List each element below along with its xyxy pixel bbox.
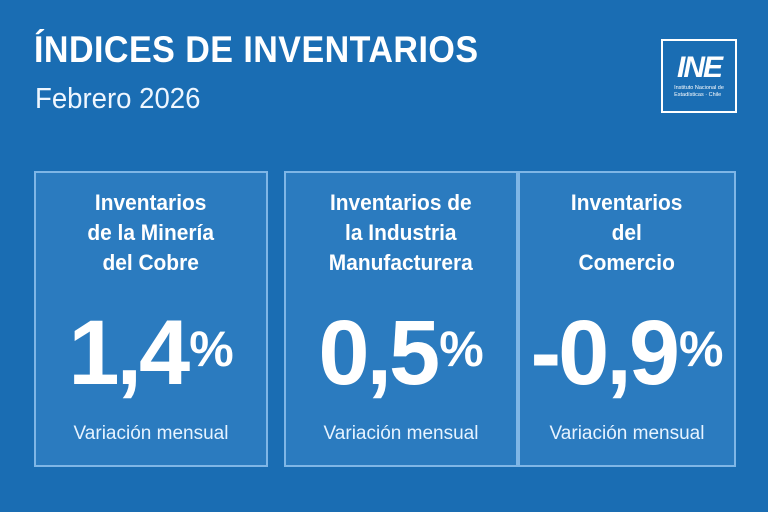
card-mineria-cobre: Inventarios de la Minería del Cobre 1,4%…: [34, 171, 268, 467]
page-title: ÍNDICES DE INVENTARIOS: [34, 29, 479, 70]
value-number: -0,9: [530, 302, 681, 404]
card-title: Inventarios de la Industria Manufacturer…: [328, 190, 474, 275]
ine-logo: INE Instituto Nacional de Estadísticas ·…: [661, 39, 737, 113]
card-title: Inventarios de la Minería del Cobre: [87, 190, 215, 275]
card-industria-manufacturera: Inventarios de la Industria Manufacturer…: [284, 171, 518, 467]
percent-sign: %: [679, 321, 724, 377]
ine-logo-text-line2: Estadísticas · Chile: [674, 91, 722, 98]
value-number: 0,5: [318, 302, 440, 404]
card-value: -0,9%: [520, 303, 734, 403]
ine-logo-text: Instituto Nacional de Estadísticas · Chi…: [674, 85, 724, 98]
card-title: Inventarios del Comercio: [571, 190, 683, 275]
value-number: 1,4: [68, 302, 190, 404]
ine-logo-mark: INE: [676, 51, 723, 84]
card-value: 0,5%: [286, 303, 516, 403]
card-caption: Variación mensual: [549, 423, 705, 444]
card-value: 1,4%: [36, 303, 266, 403]
card-comercio: Inventarios del Comercio -0,9% Variación…: [518, 171, 736, 467]
card-caption: Variación mensual: [73, 423, 229, 444]
page-subtitle: Febrero 2026: [35, 83, 201, 115]
percent-sign: %: [439, 321, 484, 377]
percent-sign: %: [189, 321, 234, 377]
ine-logo-text-line1: Instituto Nacional de: [674, 85, 724, 91]
card-caption: Variación mensual: [323, 423, 479, 444]
